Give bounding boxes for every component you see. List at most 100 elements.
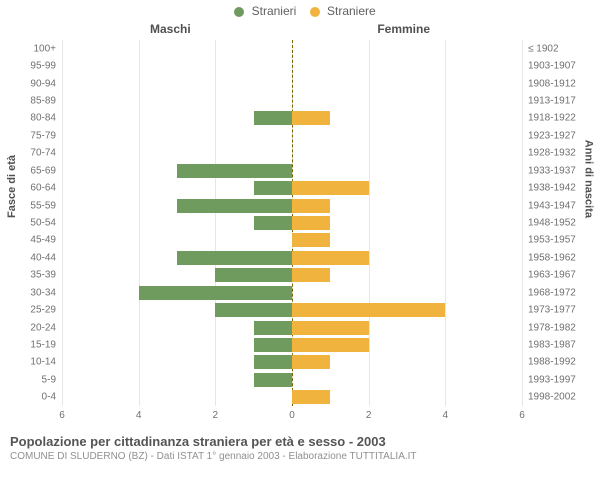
- y-axis-title-left: Fasce di età: [6, 155, 18, 218]
- bar-male: [215, 268, 292, 282]
- y-axis-title-right: Anni di nascita: [582, 140, 594, 218]
- table-row: [62, 354, 522, 371]
- table-row: [62, 267, 522, 284]
- bar-male: [254, 338, 292, 352]
- y-label-age: 55-59: [30, 200, 62, 211]
- bar-male: [254, 321, 292, 335]
- table-row: [62, 179, 522, 196]
- y-label-birth: 1993-1997: [522, 374, 576, 385]
- y-label-birth: 1948-1952: [522, 218, 576, 229]
- table-row: [62, 301, 522, 318]
- bar-female: [292, 181, 369, 195]
- y-label-age: 30-34: [30, 287, 62, 298]
- y-label-birth: 1998-2002: [522, 392, 576, 403]
- y-label-birth: 1973-1977: [522, 305, 576, 316]
- y-label-age: 10-14: [30, 357, 62, 368]
- footer: Popolazione per cittadinanza straniera p…: [0, 428, 600, 462]
- y-label-age: 75-79: [30, 130, 62, 141]
- table-row: [62, 162, 522, 179]
- bar-female: [292, 216, 330, 230]
- table-row: [62, 197, 522, 214]
- table-row: [62, 75, 522, 92]
- y-label-age: 95-99: [30, 61, 62, 72]
- chart-subtitle: COMUNE DI SLUDERNO (BZ) - Dati ISTAT 1° …: [10, 451, 590, 462]
- bar-female: [292, 390, 330, 404]
- y-label-age: 5-9: [42, 374, 62, 385]
- table-row: [62, 232, 522, 249]
- y-label-birth: 1923-1927: [522, 130, 576, 141]
- chart-title: Popolazione per cittadinanza straniera p…: [10, 434, 590, 449]
- y-label-birth: 1918-1922: [522, 113, 576, 124]
- bar-male: [177, 199, 292, 213]
- y-label-birth: 1958-1962: [522, 252, 576, 263]
- column-header-left: Maschi: [150, 22, 191, 36]
- table-row: [62, 284, 522, 301]
- bar-male: [254, 181, 292, 195]
- table-row: [62, 110, 522, 127]
- y-label-age: 85-89: [30, 96, 62, 107]
- y-label-age: 15-19: [30, 340, 62, 351]
- bar-female: [292, 321, 369, 335]
- y-label-birth: 1943-1947: [522, 200, 576, 211]
- legend-label-female: Straniere: [327, 4, 376, 18]
- bar-male: [254, 355, 292, 369]
- table-row: [62, 371, 522, 388]
- table-row: [62, 40, 522, 57]
- bar-female: [292, 303, 445, 317]
- table-row: [62, 389, 522, 406]
- legend-swatch-male: [234, 7, 244, 17]
- bar-male: [254, 216, 292, 230]
- y-label-age: 90-94: [30, 78, 62, 89]
- y-label-birth: ≤ 1902: [522, 43, 559, 54]
- table-row: [62, 214, 522, 231]
- x-tick-label: 6: [59, 410, 65, 421]
- table-row: [62, 127, 522, 144]
- plot-region: 100+≤ 190295-991903-190790-941908-191285…: [62, 40, 522, 406]
- y-label-birth: 1983-1987: [522, 340, 576, 351]
- y-label-birth: 1968-1972: [522, 287, 576, 298]
- bar-rows: [62, 40, 522, 406]
- y-label-age: 65-69: [30, 165, 62, 176]
- x-tick-label: 4: [136, 410, 142, 421]
- y-label-birth: 1963-1967: [522, 270, 576, 281]
- table-row: [62, 92, 522, 109]
- y-label-birth: 1913-1917: [522, 96, 576, 107]
- bar-female: [292, 268, 330, 282]
- bar-male: [139, 286, 292, 300]
- x-tick-label: 2: [366, 410, 372, 421]
- x-tick-label: 4: [443, 410, 449, 421]
- bar-female: [292, 111, 330, 125]
- y-label-birth: 1988-1992: [522, 357, 576, 368]
- y-label-age: 45-49: [30, 235, 62, 246]
- y-label-birth: 1933-1937: [522, 165, 576, 176]
- bar-male: [215, 303, 292, 317]
- y-label-age: 60-64: [30, 183, 62, 194]
- bar-male: [254, 373, 292, 387]
- column-header-right: Femmine: [377, 22, 430, 36]
- y-label-age: 35-39: [30, 270, 62, 281]
- bar-female: [292, 338, 369, 352]
- y-label-birth: 1928-1932: [522, 148, 576, 159]
- y-label-age: 50-54: [30, 218, 62, 229]
- y-label-age: 70-74: [30, 148, 62, 159]
- y-label-birth: 1908-1912: [522, 78, 576, 89]
- bar-male: [177, 251, 292, 265]
- y-label-age: 25-29: [30, 305, 62, 316]
- x-tick-label: 6: [519, 410, 525, 421]
- y-label-age: 80-84: [30, 113, 62, 124]
- chart-area: Maschi Femmine Fasce di età Anni di nasc…: [0, 18, 600, 428]
- bar-female: [292, 251, 369, 265]
- x-axis-ticks: 6 4 2 0 2 4 6: [62, 410, 522, 424]
- table-row: [62, 319, 522, 336]
- table-row: [62, 145, 522, 162]
- y-label-age: 100+: [33, 43, 62, 54]
- x-tick-label: 0: [289, 410, 295, 421]
- bar-female: [292, 199, 330, 213]
- y-label-age: 40-44: [30, 252, 62, 263]
- bar-female: [292, 355, 330, 369]
- bar-male: [254, 111, 292, 125]
- bar-male: [177, 164, 292, 178]
- table-row: [62, 336, 522, 353]
- y-label-birth: 1938-1942: [522, 183, 576, 194]
- x-tick-label: 2: [213, 410, 219, 421]
